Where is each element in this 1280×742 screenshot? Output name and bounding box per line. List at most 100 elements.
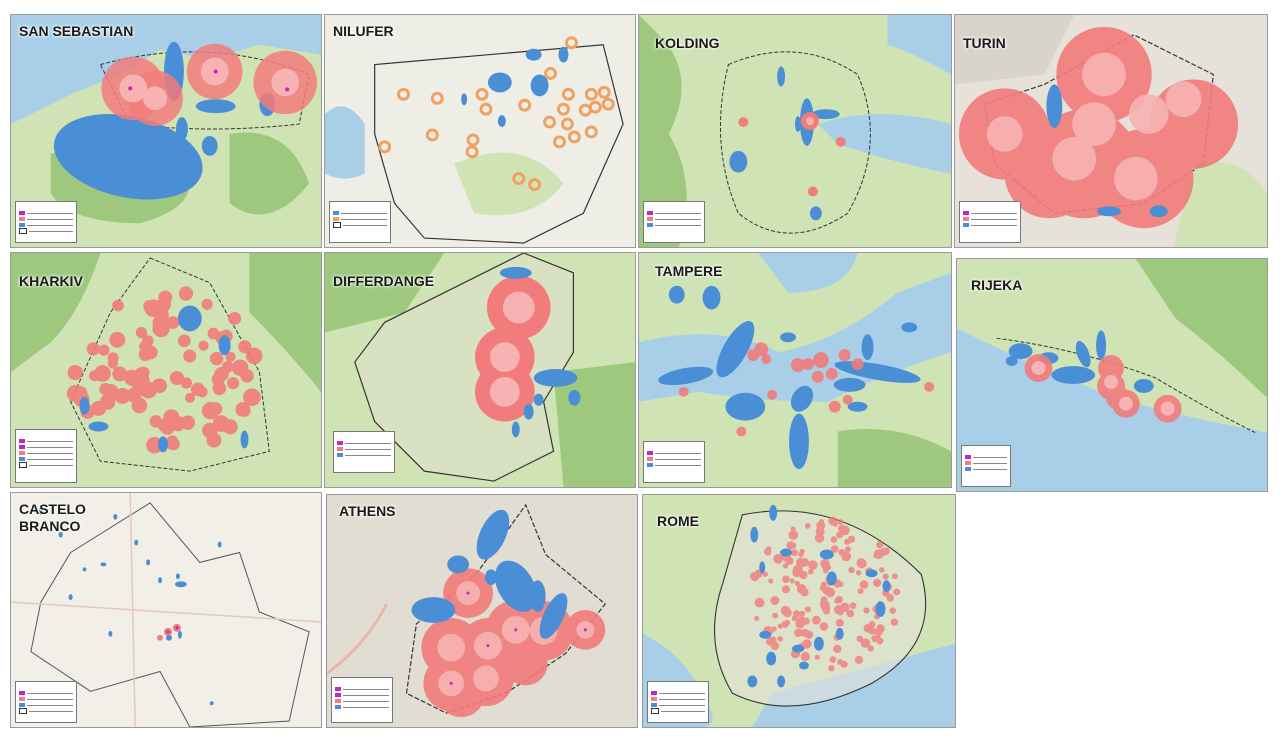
buffer-circle [840,660,848,668]
buffer-circle [209,351,224,366]
map-legend [959,201,1021,243]
buffer-circle [893,588,901,596]
map-panel-kharkiv: KHARKIV [10,252,322,488]
buffer-circle [773,553,784,564]
buffer-circle [196,386,208,398]
buffer-circle [225,351,236,362]
buffer-circle [849,602,857,610]
buffer-circle [198,340,209,351]
buffer-circle [99,394,116,410]
buffer-circle [840,525,850,536]
city-label: DIFFERDANGE [333,273,435,289]
buffer-circle [770,596,780,605]
buffer-circle [166,316,180,329]
buffer-circle [867,645,874,652]
buffer-circle [754,597,765,608]
buffer-circle [180,377,193,389]
buffer-circle [112,299,124,312]
buffer-circle [857,588,864,595]
buffer-circle [863,607,870,614]
buffer-circle [792,568,802,578]
buffer-circle [86,342,100,356]
buffer-circle [804,523,811,529]
buffer-circle [185,392,196,403]
buffer-circle [177,334,191,348]
buffer-circle [858,562,866,569]
map-legend [647,681,709,723]
buffer-circle [881,547,890,555]
buffer-circle [847,535,856,543]
buffer-circle [144,299,163,318]
buffer-circle [844,546,852,553]
buffer-circle [212,415,230,432]
buffer-circle [878,567,885,573]
city-label: SAN SEBASTIAN [19,23,134,39]
buffer-circle [107,358,118,369]
city-label: CASTELO BRANCO [19,501,86,534]
buffer-circle [828,665,835,672]
map-legend [643,201,705,243]
map-legend [331,677,393,723]
buffer-circle [821,561,830,571]
buffer-circle [112,366,128,382]
buffer-circle [235,362,248,374]
buffer-circle [132,371,150,390]
buffer-circle [837,519,844,525]
map-legend [15,681,77,723]
buffer-circle [183,349,197,363]
buffer-circle [882,573,889,580]
buffer-circle [777,636,784,642]
buffer-circle [876,637,884,645]
buffer-circle [782,563,789,569]
map-panel-turin: TURIN [954,14,1268,248]
buffer-circle [835,595,843,604]
buffer-circle [750,571,760,582]
buffer-circle [807,569,814,575]
buffer-circle [822,586,831,595]
buffer-circle [772,612,779,619]
buffer-circle [782,608,792,618]
buffer-circle [814,654,820,660]
city-label: TAMPERE [655,263,723,279]
map-panel-san-sebastian: SAN SEBASTIAN [10,14,322,248]
buffer-circle [201,298,213,310]
buffer-circle [794,628,803,638]
buffer-circle [238,404,251,417]
map-kolding [639,15,951,247]
buffer-circle [799,610,806,617]
buffer-circle [837,609,844,616]
buffer-circle [873,578,882,587]
buffer-circle [820,581,827,588]
buffer-circle [892,573,898,580]
buffer-circle [855,570,862,576]
map-legend [329,201,391,243]
buffer-circle [793,610,801,618]
buffer-circle [789,578,795,584]
buffer-circle [829,656,837,663]
map-differdange [325,253,635,487]
map-panel-nilufer: NILUFER [324,14,636,248]
buffer-circle [169,370,184,386]
buffer-circle [800,558,810,567]
buffer-circle [790,526,796,532]
buffer-circle [245,347,263,365]
buffer-circle [886,594,894,602]
buffer-circle [846,609,855,618]
map-kharkiv [11,253,321,487]
buffer-circle [856,635,864,643]
buffer-circle [889,607,897,614]
buffer-circle [149,415,163,428]
buffer-circle [786,541,795,550]
buffer-circle [238,340,252,354]
city-label: ATHENS [339,503,396,519]
buffer-circle [859,580,869,589]
buffer-circle [876,624,885,633]
map-panel-tampere: TAMPERE [638,252,952,488]
buffer-circle [782,575,790,583]
map-turin [955,15,1267,247]
buffer-circle [836,531,844,539]
buffer-circle [167,437,180,451]
city-label: KOLDING [655,35,720,51]
buffer-circle [812,615,821,625]
buffer-circle [214,366,229,382]
